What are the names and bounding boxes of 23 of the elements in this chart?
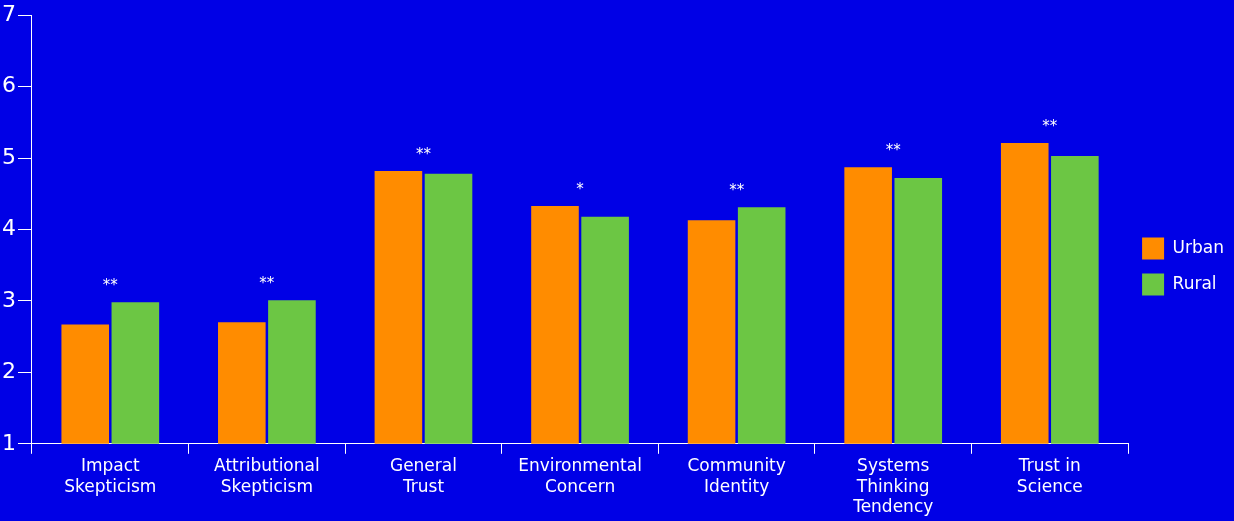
x-tick-label: Impact Skepticism (64, 455, 157, 496)
x-tick-label: Environmental Concern (518, 455, 642, 496)
annotation: ** (885, 141, 902, 160)
x-tick-label: Systems Thinking Tendency (852, 455, 934, 517)
annotation: ** (259, 274, 275, 293)
x-tick-label: Attributional Skepticism (214, 455, 320, 496)
annotation: ** (415, 144, 432, 163)
y-tick-label: 3 (2, 286, 16, 312)
x-tick-label: Community Identity (687, 455, 786, 496)
annotation: ** (729, 181, 745, 200)
y-tick-label: 2 (2, 358, 16, 384)
annotation: ** (102, 276, 119, 295)
y-tick-label: 1 (2, 429, 16, 455)
legend-label: Rural (1172, 272, 1217, 293)
y-tick-label: 7 (2, 0, 16, 26)
annotation: ** (1042, 116, 1058, 135)
y-tick-label: 4 (2, 215, 16, 241)
x-tick-label: General Trust (389, 455, 457, 496)
legend-label: Urban (1172, 236, 1225, 257)
annotation: * (576, 179, 585, 198)
y-tick-label: 5 (2, 143, 16, 169)
x-tick-label: Trust in Science (1016, 455, 1083, 496)
y-tick-label: 6 (2, 72, 16, 98)
